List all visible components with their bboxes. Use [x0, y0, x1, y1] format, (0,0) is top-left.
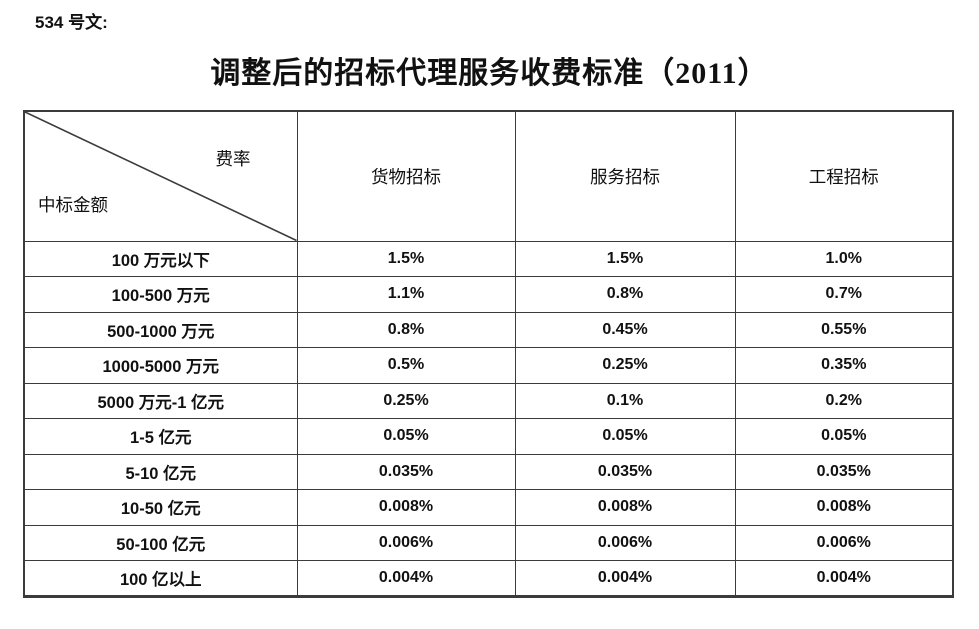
rate-cell: 0.006%: [734, 524, 954, 561]
rate-cell: 0.004%: [514, 560, 736, 597]
rate-cell: 0.035%: [296, 453, 516, 490]
rate-cell: 0.8%: [296, 311, 516, 348]
table-header: 费率 中标金额 货物招标 服务招标 工程招标: [23, 110, 954, 242]
rate-cell: 0.006%: [514, 524, 736, 561]
fee-rate-table: 费率 中标金额 货物招标 服务招标 工程招标 100 万元以下 1.5% 1.5…: [23, 110, 954, 598]
rate-cell: 0.008%: [296, 489, 516, 526]
table-row: 5000 万元-1 亿元 0.25% 0.1% 0.2%: [23, 382, 954, 419]
header-row: 费率 中标金额 货物招标 服务招标 工程招标: [23, 110, 954, 242]
rate-cell: 0.25%: [296, 382, 516, 419]
table-row: 100 亿以上 0.004% 0.004% 0.004%: [23, 560, 954, 597]
rate-cell: 1.1%: [296, 276, 516, 313]
rate-cell: 0.8%: [514, 276, 736, 313]
doc-ref-label: 534 号文:: [35, 13, 108, 32]
rate-cell: 0.7%: [734, 276, 954, 313]
table-row: 1-5 亿元 0.05% 0.05% 0.05%: [23, 418, 954, 455]
rate-cell: 0.008%: [514, 489, 736, 526]
column-header-goods: 货物招标: [296, 110, 516, 242]
row-label: 5000 万元-1 亿元: [23, 382, 298, 419]
rate-cell: 0.008%: [734, 489, 954, 526]
rate-cell: 0.25%: [514, 347, 736, 384]
row-label: 500-1000 万元: [23, 311, 298, 348]
rate-cell: 0.1%: [514, 382, 736, 419]
rate-cell: 0.004%: [734, 560, 954, 597]
row-label: 100 亿以上: [23, 560, 298, 597]
rate-cell: 0.45%: [514, 311, 736, 348]
rate-cell: 0.35%: [734, 347, 954, 384]
corner-label-rate: 费率: [215, 149, 251, 169]
row-label: 1000-5000 万元: [23, 347, 298, 384]
rate-cell: 0.55%: [734, 311, 954, 348]
rate-cell: 0.05%: [734, 418, 954, 455]
table-row: 100 万元以下 1.5% 1.5% 1.0%: [23, 240, 954, 277]
table-row: 50-100 亿元 0.006% 0.006% 0.006%: [23, 524, 954, 561]
table-row: 100-500 万元 1.1% 0.8% 0.7%: [23, 276, 954, 313]
table-row: 5-10 亿元 0.035% 0.035% 0.035%: [23, 453, 954, 490]
table-row: 10-50 亿元 0.008% 0.008% 0.008%: [23, 489, 954, 526]
rate-cell: 0.035%: [734, 453, 954, 490]
rate-cell: 0.035%: [514, 453, 736, 490]
table-row: 500-1000 万元 0.8% 0.45% 0.55%: [23, 311, 954, 348]
diagonal-divider-line: [25, 112, 297, 241]
fee-table-body: 100 万元以下 1.5% 1.5% 1.0% 100-500 万元 1.1% …: [23, 240, 954, 597]
rate-cell: 1.5%: [296, 240, 516, 277]
rate-cell: 0.2%: [734, 382, 954, 419]
row-label: 10-50 亿元: [23, 489, 298, 526]
rate-cell: 1.0%: [734, 240, 954, 277]
table-row: 1000-5000 万元 0.5% 0.25% 0.35%: [23, 347, 954, 384]
corner-label-bid-amount: 中标金额: [38, 194, 108, 215]
row-label: 1-5 亿元: [23, 418, 298, 455]
rate-cell: 1.5%: [514, 240, 736, 277]
rate-cell: 0.006%: [296, 524, 516, 561]
rate-cell: 0.05%: [296, 418, 516, 455]
column-header-engineering: 工程招标: [734, 110, 954, 242]
row-label: 50-100 亿元: [23, 524, 298, 561]
rate-cell: 0.5%: [296, 347, 516, 384]
rate-cell: 0.004%: [296, 560, 516, 597]
row-label: 100 万元以下: [23, 240, 298, 277]
page-title: 调整后的招标代理服务收费标准（2011）: [210, 57, 769, 90]
row-label: 100-500 万元: [23, 276, 298, 313]
column-header-services: 服务招标: [514, 110, 736, 242]
rate-cell: 0.05%: [514, 418, 736, 455]
row-label: 5-10 亿元: [23, 453, 298, 490]
corner-cell: 费率 中标金额: [23, 110, 298, 242]
